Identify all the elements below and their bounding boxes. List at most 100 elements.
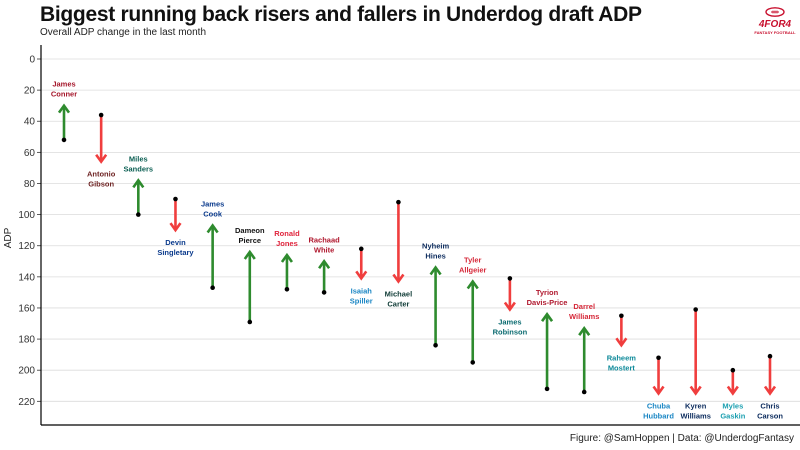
player-label: Myles Gaskin xyxy=(720,402,745,421)
player-label-line: Myles xyxy=(722,402,743,411)
player-label: Rachaad White xyxy=(308,235,340,254)
player-arrow-ronald-jones xyxy=(280,252,294,292)
gridlines xyxy=(41,58,800,402)
arrow-head xyxy=(280,252,294,263)
chart-title: Biggest running back risers and fallers … xyxy=(40,3,642,26)
start-point xyxy=(693,307,698,312)
player-label-line: James xyxy=(498,318,521,327)
start-point xyxy=(321,290,327,295)
player-label-line: Chris xyxy=(760,402,779,411)
player-label: Tyrion Davis-Price xyxy=(527,288,568,307)
player-label-line: Hines xyxy=(425,252,445,261)
arrow-head xyxy=(466,279,479,290)
start-point xyxy=(507,276,513,281)
arrow-head xyxy=(318,259,331,270)
y-tick-label: 160 xyxy=(18,303,35,314)
player-label: Ronald Jones xyxy=(274,229,300,248)
start-point xyxy=(767,353,773,359)
player-label-line: Kyren xyxy=(685,402,707,411)
player-label-line: Tyrion xyxy=(536,288,559,297)
player-arrow-antonio-gibson xyxy=(95,112,108,164)
arrow-head xyxy=(206,223,219,234)
y-tick-label: 80 xyxy=(24,179,36,190)
player-arrow-james-robinson xyxy=(503,276,516,312)
player-arrow-kyren-williams xyxy=(689,307,702,396)
player-arrow-james-cook xyxy=(206,223,219,291)
player-arrow-tyrion-davis-price xyxy=(540,311,554,392)
player-label-line: Nyheim xyxy=(422,242,449,251)
player-label-line: Allgeier xyxy=(459,266,487,275)
arrow-head xyxy=(615,337,628,348)
player-label-line: Raheem xyxy=(607,353,637,362)
arrow-head xyxy=(540,311,554,322)
arrow-head xyxy=(57,103,71,114)
player-label: Chris Carson xyxy=(757,402,783,421)
arrow-head xyxy=(578,325,591,336)
player-label-line: Rachaad xyxy=(308,235,340,244)
player-label-line: Williams xyxy=(569,312,599,321)
player-label-line: Carson xyxy=(757,412,783,421)
player-label-line: Devin xyxy=(165,238,186,247)
arrow-head xyxy=(689,385,702,396)
player-label-line: Miles xyxy=(129,154,148,163)
arrow-head xyxy=(132,178,145,189)
player-label: Chuba Hubbard xyxy=(643,402,674,421)
start-point xyxy=(98,112,104,118)
player-label: Isaiah Spiller xyxy=(350,286,373,305)
player-label-line: Williams xyxy=(681,412,711,421)
player-label: Tyler Allgeier xyxy=(459,256,487,275)
player-arrow-chris-carson xyxy=(763,353,777,396)
player-label-line: Tyler xyxy=(464,256,481,265)
player-label: Miles Sanders xyxy=(124,154,154,173)
player-label-line: Cook xyxy=(203,209,223,218)
player-arrow-raheem-mostert xyxy=(615,313,628,348)
player-label-line: Conner xyxy=(51,90,77,99)
axes: 0 20 40 60 80 100 120 140 160 180 200 220 xyxy=(18,45,800,426)
y-tick-label: 40 xyxy=(24,117,36,128)
player-label: Darrel Williams xyxy=(569,302,599,321)
player-label-line: Isaiah xyxy=(351,286,373,295)
y-tick-label: 140 xyxy=(18,272,35,283)
arrow-head xyxy=(503,301,516,312)
arrow-head xyxy=(95,153,108,164)
player-label-line: James xyxy=(201,199,224,208)
arrow-head xyxy=(763,385,777,396)
arrow-head xyxy=(243,249,256,260)
start-point xyxy=(544,386,550,392)
y-tick-label: 100 xyxy=(18,210,35,221)
player-arrow-michael-carter xyxy=(392,199,405,284)
arrow-head xyxy=(355,270,368,281)
player-label-line: Dameon xyxy=(235,226,265,235)
player-label: Michael Carter xyxy=(385,290,413,309)
player-label-line: Michael xyxy=(385,290,413,299)
player-label-line: Gaskin xyxy=(720,412,745,421)
player-label: James Conner xyxy=(51,80,77,99)
player-label: Kyren Williams xyxy=(681,402,711,421)
player-label-line: Darrel xyxy=(573,302,595,311)
player-label: Dameon Pierce xyxy=(235,226,265,245)
player-arrow-dameon-pierce xyxy=(243,249,256,325)
player-arrow-darrel-williams xyxy=(578,325,591,395)
player-label-line: Robinson xyxy=(493,328,528,337)
player-label-line: Pierce xyxy=(239,236,262,245)
arrow-head xyxy=(429,265,442,276)
player-label: Nyheim Hines xyxy=(422,242,449,261)
y-axis-title: ADP xyxy=(3,227,14,248)
y-tick-label: 220 xyxy=(18,397,35,408)
arrow-head xyxy=(726,385,739,396)
football-icon xyxy=(765,7,785,17)
start-point xyxy=(396,199,401,205)
player-label-line: Chuba xyxy=(647,402,671,411)
player-label-line: James xyxy=(52,80,75,89)
start-point xyxy=(358,246,364,252)
logo-wordmark: 4FOR4 xyxy=(758,19,792,30)
start-point xyxy=(61,137,67,143)
player-label-line: White xyxy=(314,245,334,254)
y-tick-label: 0 xyxy=(29,55,35,66)
chart-subtitle: Overall ADP change in the last month xyxy=(40,27,207,38)
player-label-line: Spiller xyxy=(350,296,373,305)
player-label-line: Davis-Price xyxy=(527,298,568,307)
